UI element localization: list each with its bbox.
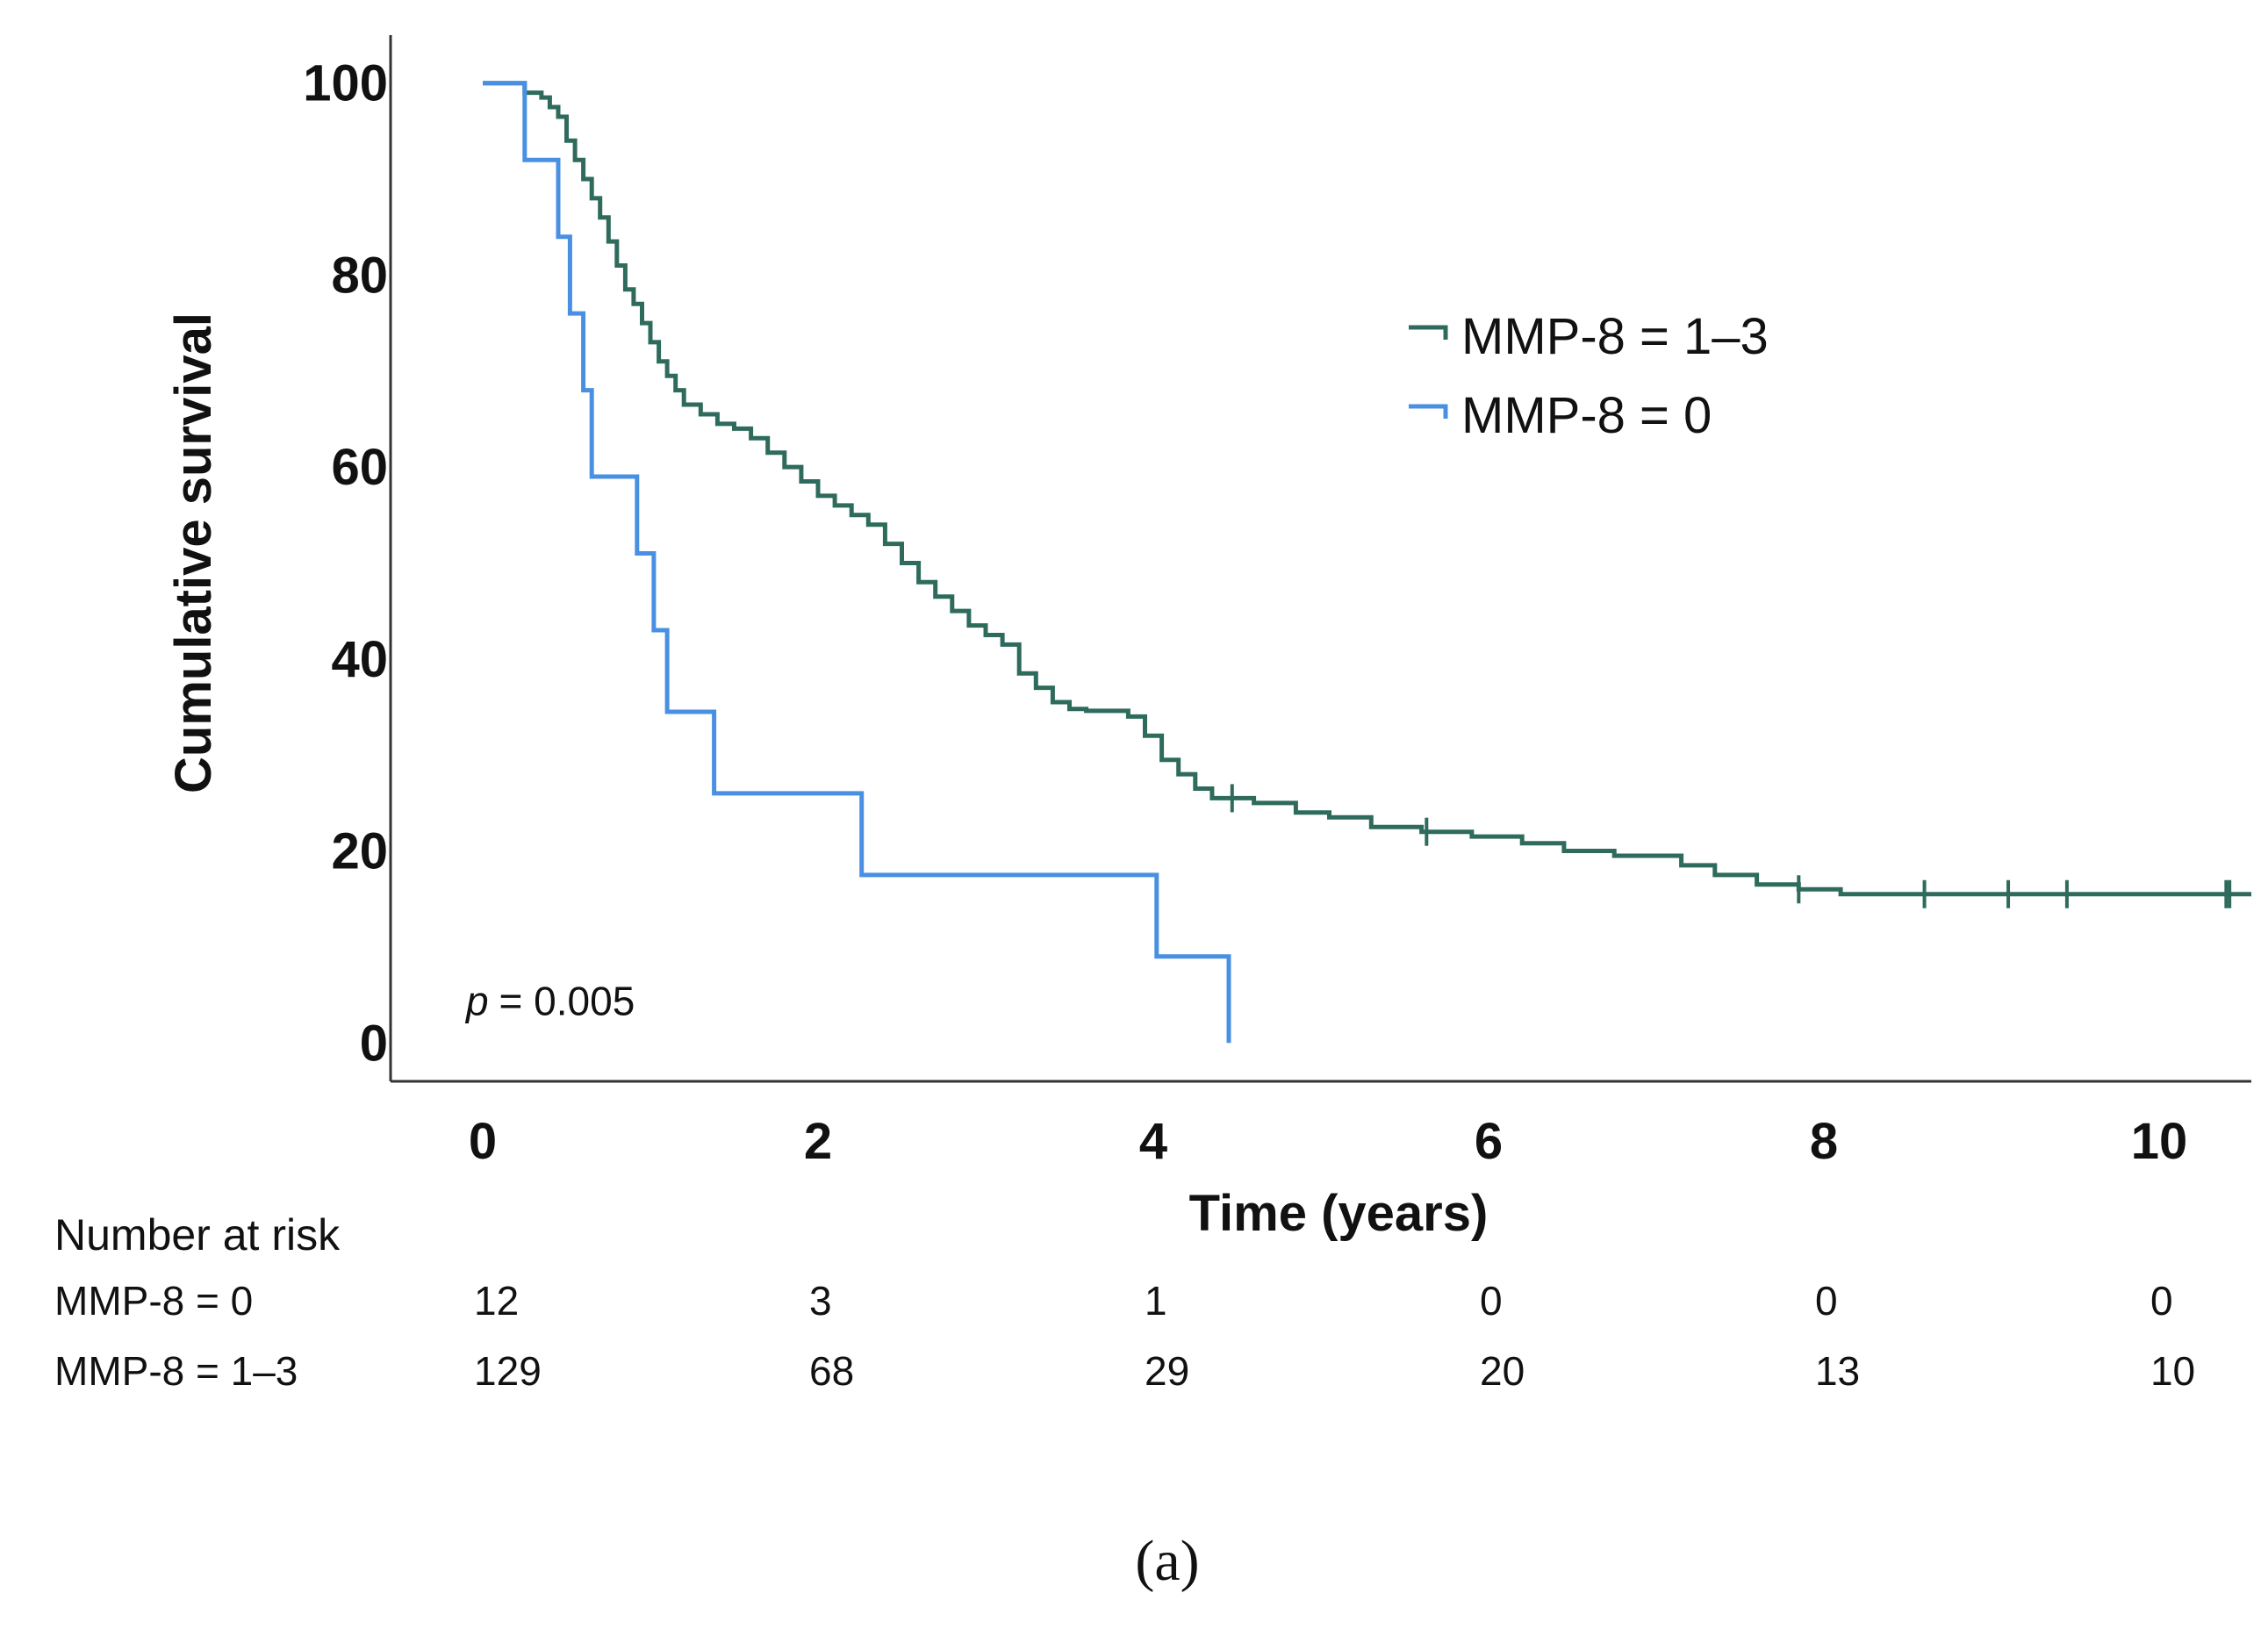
risk-value: 29 (1145, 1348, 1189, 1394)
p-symbol: p (464, 979, 489, 1024)
risk-value: 68 (809, 1348, 854, 1394)
legend-swatch (1409, 404, 1448, 419)
risk-value: 0 (1480, 1278, 1503, 1324)
legend-label: MMP-8 = 0 (1461, 387, 1712, 444)
x-tick-label: 8 (1810, 1113, 1838, 1170)
y-tick-label: 60 (331, 439, 388, 496)
panel-label: (a) (1135, 1529, 1199, 1593)
risk-value: 129 (474, 1348, 542, 1394)
x-tick-label: 2 (804, 1113, 832, 1170)
risk-value: 0 (2150, 1278, 2173, 1324)
y-tick-label: 20 (331, 823, 388, 880)
y-tick-label: 80 (331, 247, 388, 304)
legend-swatch (1409, 325, 1448, 340)
survival-curve-mmp8-0 (483, 81, 1231, 1044)
risk-value: 3 (809, 1278, 832, 1324)
survival-curves (483, 81, 2251, 1044)
y-axis-ticks: 0 20 40 60 80 100 (303, 55, 388, 1073)
p-value: = 0.005 (499, 979, 635, 1024)
risk-row-label: MMP-8 = 0 (54, 1278, 253, 1324)
y-tick-label: 40 (331, 631, 388, 688)
risk-value: 20 (1480, 1348, 1525, 1394)
risk-value: 0 (1815, 1278, 1838, 1324)
legend: MMP-8 = 1–3 MMP-8 = 0 (1409, 308, 1769, 444)
x-tick-label: 10 (2131, 1113, 2188, 1170)
x-tick-label: 6 (1475, 1113, 1503, 1170)
y-axis-title: Cumulative survival (165, 312, 222, 793)
y-tick-label: 0 (360, 1015, 388, 1072)
x-tick-label: 4 (1139, 1113, 1167, 1170)
risk-table-title: Number at risk (54, 1210, 341, 1259)
x-tick-label: 0 (469, 1113, 497, 1170)
axes (389, 35, 2251, 1083)
x-axis-title: Time (years) (1189, 1185, 1489, 1242)
censor-marks (1230, 784, 2232, 908)
risk-row-label: MMP-8 = 1–3 (54, 1348, 298, 1394)
x-axis-ticks: 0 2 4 6 8 10 (469, 1113, 2187, 1170)
p-value-annotation: p = 0.005 (464, 979, 635, 1024)
y-tick-label: 100 (303, 55, 388, 112)
survival-curve-mmp8-1-3 (483, 81, 2251, 897)
legend-label: MMP-8 = 1–3 (1461, 308, 1769, 365)
risk-value: 10 (2150, 1348, 2195, 1394)
risk-value: 12 (474, 1278, 519, 1324)
risk-value: 13 (1815, 1348, 1860, 1394)
risk-value: 1 (1145, 1278, 1167, 1324)
